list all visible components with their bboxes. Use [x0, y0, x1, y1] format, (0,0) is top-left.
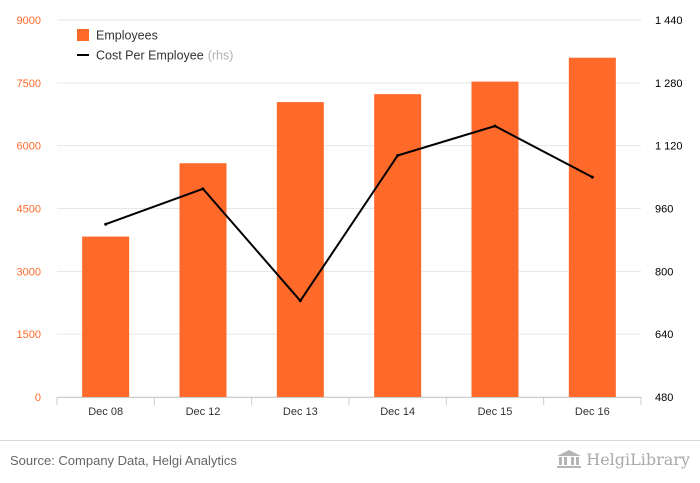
- bar-employees: [374, 94, 422, 397]
- footer: Source: Company Data, Helgi Analytics He…: [0, 440, 700, 483]
- bar-employees: [276, 102, 324, 397]
- legend-label-cost-per-employee: Cost Per Employee (rhs): [96, 49, 233, 63]
- line-cost-per-employee: [105, 125, 593, 302]
- y-left-tick-label: 7500: [17, 78, 41, 90]
- y-right-tick-label: 480: [655, 392, 673, 404]
- x-tick-label: Dec 16: [575, 406, 610, 418]
- bar-employees: [471, 81, 519, 398]
- brand-name: HelgiLibrary: [586, 449, 690, 469]
- legend-label-employees: Employees: [96, 29, 158, 43]
- y-left-tick-label: 1500: [17, 329, 41, 341]
- axes: 0 480 1500 640 3000 800 4500 960 6000 1 120 7500 1 …: [17, 15, 683, 418]
- point-cost-per-employee: [104, 222, 108, 226]
- y-left-tick-label: 9000: [17, 15, 41, 27]
- employees-bars: [82, 57, 616, 398]
- point-cost-per-employee: [201, 187, 205, 191]
- legend-series-name: Cost Per Employee: [96, 49, 204, 63]
- x-tick-label: Dec 15: [478, 406, 513, 418]
- x-tick-label: Dec 13: [283, 406, 318, 418]
- y-left-tick-label: 6000: [17, 141, 41, 153]
- gridlines: [57, 19, 641, 398]
- brand-logo[interactable]: HelgiLibrary: [556, 449, 690, 469]
- source-note: Source: Company Data, Helgi Analytics: [10, 453, 237, 468]
- y-right-tick-label: 960: [655, 204, 673, 216]
- point-cost-per-employee: [298, 299, 302, 303]
- x-tick-label: Dec 14: [380, 406, 415, 418]
- point-cost-per-employee: [493, 124, 497, 128]
- cost-per-employee-line: [104, 124, 594, 303]
- library-building-icon: [557, 450, 582, 468]
- legend: Employees Cost Per Employee (rhs): [77, 29, 233, 63]
- y-left-tick-label: 3000: [17, 266, 41, 278]
- bar-employees: [82, 236, 130, 397]
- chart: 0 480 1500 640 3000 800 4500 960 6000 1 120 7500 1 …: [17, 15, 683, 418]
- y-right-tick-label: 1 440: [655, 15, 683, 27]
- x-tick-label: Dec 12: [186, 406, 221, 418]
- x-tick-label: Dec 08: [88, 406, 123, 418]
- y-right-tick-label: 1 120: [655, 141, 683, 153]
- legend-swatch-employees: [77, 29, 89, 41]
- y-right-tick-label: 640: [655, 329, 673, 341]
- point-cost-per-employee: [590, 175, 594, 179]
- y-right-tick-label: 800: [655, 266, 673, 278]
- point-cost-per-employee: [396, 153, 400, 157]
- legend-rhs-suffix: (rhs): [208, 49, 234, 63]
- y-left-tick-label: 0: [35, 392, 41, 404]
- bar-employees: [568, 57, 616, 397]
- bar-employees: [179, 163, 227, 397]
- y-right-tick-label: 1 280: [655, 78, 683, 90]
- y-left-tick-label: 4500: [17, 204, 41, 216]
